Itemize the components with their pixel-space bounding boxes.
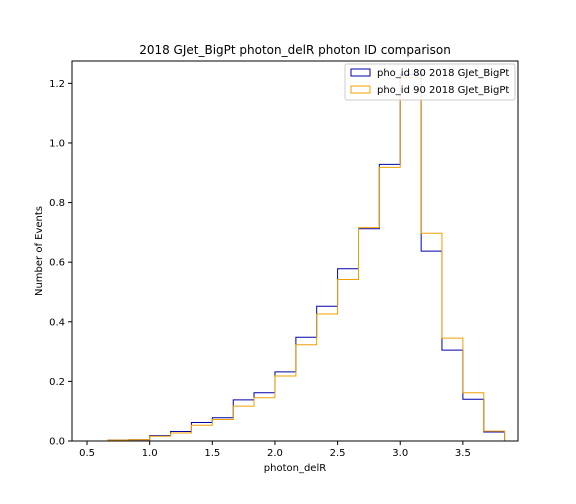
legend-label-pho-id-80: pho_id 80 2018 GJet_BigPt: [377, 68, 509, 79]
legend-label-pho-id-90: pho_id 90 2018 GJet_BigPt: [377, 85, 509, 96]
y-tick-label: 0.8: [49, 198, 65, 209]
y-tick-label: 0.4: [49, 317, 65, 328]
x-axis-ticks: 0.5 1.0 1.5 2.0 2.5 3.0 3.5: [79, 441, 471, 459]
y-tick-label: 0.6: [49, 258, 65, 269]
series-layer: [107, 73, 506, 441]
x-tick-label: 1.0: [142, 448, 158, 459]
y-tick-label: 1.2: [49, 79, 65, 90]
y-tick-label: 0.0: [49, 437, 65, 448]
y-axis-ticks: 0.0 0.2 0.4 0.6 0.8 1.0 1.2: [49, 79, 72, 448]
plot-frame: [71, 60, 519, 442]
legend-swatch-pho-id-90: [350, 85, 371, 94]
y-tick-label: 1.0: [49, 138, 65, 149]
x-tick-label: 1.5: [204, 448, 220, 459]
chart-title: 2018 GJet_BigPt photon_delR photon ID co…: [139, 43, 451, 57]
x-tick-label: 3.0: [392, 448, 408, 459]
y-axis-label: Number of Events: [34, 206, 45, 296]
series-pho-id-90: [107, 76, 506, 441]
x-axis-label: photon_delR: [264, 463, 326, 474]
x-tick-label: 2.5: [330, 448, 346, 459]
y-tick-label: 0.2: [49, 377, 65, 388]
legend: pho_id 80 2018 GJet_BigPt pho_id 90 2018…: [344, 63, 516, 101]
legend-swatch-pho-id-80: [350, 68, 371, 77]
x-tick-label: 2.0: [267, 448, 283, 459]
legend-box: [344, 63, 516, 101]
histogram-step-line: [107, 76, 506, 441]
x-tick-label: 0.5: [79, 448, 95, 459]
x-tick-label: 3.5: [455, 448, 471, 459]
